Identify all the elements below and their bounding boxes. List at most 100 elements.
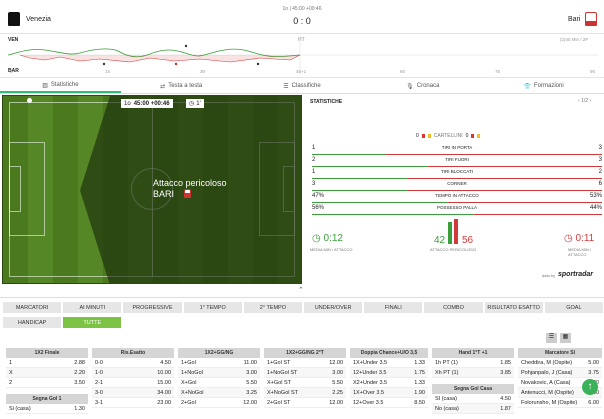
list-view-icon[interactable]: ☰	[546, 333, 557, 343]
odds-row[interactable]: X+NoGol 3.25	[178, 388, 260, 398]
tab-testa-a-testa[interactable]: ⇄ Testa a testa	[121, 79, 242, 93]
odds-row[interactable]: Cheddira, M (Ospite) 5.00	[518, 358, 602, 368]
tab-cronaca[interactable]: 🎙 Cronaca	[362, 79, 483, 93]
market-tab[interactable]: AI MINUTI	[62, 301, 123, 314]
odds-value[interactable]: 3.25	[246, 389, 257, 396]
odds-row[interactable]: Si (casa) 1.30	[6, 404, 88, 414]
odds-row[interactable]: 2 3.50	[6, 378, 88, 388]
market-tab[interactable]: HANDICAP	[2, 316, 63, 329]
scroll-top-button[interactable]: ↑	[582, 379, 598, 395]
odds-value[interactable]: 2.88	[74, 359, 85, 366]
odds-value[interactable]: 3.75	[588, 369, 599, 376]
odds-value[interactable]: 2.20	[74, 369, 85, 376]
away-attack-time-value: 0:11	[575, 233, 595, 244]
odds-row[interactable]: No (casa) 1.87	[432, 404, 514, 414]
odds-value[interactable]: 1.90	[414, 389, 425, 396]
odds-row[interactable]: 3-1 23.00	[92, 398, 174, 408]
odds-value[interactable]: 1.30	[74, 405, 85, 412]
odds-row[interactable]: 1+Gol 11.00	[178, 358, 260, 368]
cards-home: 0	[416, 133, 419, 139]
odds-value[interactable]: 12.00	[329, 359, 343, 366]
odds-row[interactable]: 2+Gol 12.00	[178, 398, 260, 408]
momentum-ht-label: HT	[298, 37, 305, 43]
odds-row[interactable]: X+Gol ST 5.50	[264, 378, 346, 388]
odds-row[interactable]: 1+NoGol 3.00	[178, 368, 260, 378]
odds-row[interactable]: 1-0 10.00	[92, 368, 174, 378]
odds-value[interactable]: 5.00	[588, 359, 599, 366]
momentum-home-abbr: VEN	[8, 37, 19, 43]
odds-row[interactable]: 1+NoGol ST 3.00	[264, 368, 346, 378]
chevron-up-icon[interactable]: ⌃	[298, 287, 304, 294]
odds-row[interactable]: X2+Under 3.5 1.33	[350, 378, 428, 388]
tab-formazioni[interactable]: 👕 Formazioni	[483, 79, 604, 93]
odds-value[interactable]: 6.00	[588, 399, 599, 406]
odds-value[interactable]: 1.33	[414, 379, 425, 386]
odds-row[interactable]: 2-1 15.00	[92, 378, 174, 388]
odds-row[interactable]: SI (casa) 4.50	[432, 394, 514, 404]
odds-value[interactable]: 34.00	[157, 389, 171, 396]
market-tab[interactable]: GOAL	[543, 301, 604, 314]
stats-pager[interactable]: ‹ 1/2 ›	[578, 98, 592, 104]
odds-label: X+Gol	[181, 379, 197, 386]
odds-value[interactable]: 3.50	[74, 379, 85, 386]
odds-value[interactable]: 12.00	[329, 399, 343, 406]
odds-row[interactable]: Pohjanpalo, J (Casa) 3.75	[518, 368, 602, 378]
market-table: 1X2 Finale 1 2.88 X 2.20 2 3.50 Segna Gol 1 Si (…	[6, 348, 88, 414]
market-tab[interactable]: PROGRESSIVE	[122, 301, 183, 314]
odds-value[interactable]: 1.87	[500, 405, 511, 412]
odds-value[interactable]: 12.00	[243, 399, 257, 406]
tab-statistiche[interactable]: ▥ Statistiche	[0, 79, 121, 93]
market-tabs: MARCATORI AI MINUTI PROGRESSIVE 1° TEMPO 2° …	[2, 301, 604, 333]
odds-row[interactable]: 2+Gol ST 12.00	[264, 398, 346, 408]
odds-value[interactable]: 4.50	[500, 395, 511, 402]
odds-row[interactable]: 1X+Under 3.5 1.33	[350, 358, 428, 368]
stat-home-bar	[312, 154, 385, 155]
market-rows: Cheddira, M (Ospite) 5.00 Pohjanpalo, J (C…	[518, 358, 602, 408]
odds-row[interactable]: 3-0 34.00	[92, 388, 174, 398]
odds-row[interactable]: 12+Over 3.5 8.50	[350, 398, 428, 408]
odds-row[interactable]: 12+Under 3.5 1.75	[350, 368, 428, 378]
market-tab[interactable]: FINALI	[363, 301, 424, 314]
odds-value[interactable]: 5.50	[246, 379, 257, 386]
odds-row[interactable]: X+NoGol ST 2.25	[264, 388, 346, 398]
odds-row[interactable]: 1+Gol ST 12.00	[264, 358, 346, 368]
odds-value[interactable]: 10.00	[157, 369, 171, 376]
market-tab[interactable]: RISULTATO ESATTO	[483, 301, 544, 314]
odds-label: X	[9, 369, 13, 376]
market-tab[interactable]: UNDER/OVER	[303, 301, 364, 314]
odds-row[interactable]: 1X+Over 3.5 1.90	[350, 388, 428, 398]
odds-value[interactable]: 1.75	[414, 369, 425, 376]
odds-value[interactable]: 4.50	[160, 359, 171, 366]
odds-value[interactable]: 15.00	[157, 379, 171, 386]
odds-row[interactable]: Xh PT (1) 3.85	[432, 368, 514, 378]
collapse-bar[interactable]: ⌃	[0, 283, 604, 298]
odds-row[interactable]: X 2.20	[6, 368, 88, 378]
cards-away: 0	[465, 133, 469, 139]
stats-title: STATISTICHE	[310, 99, 343, 105]
odds-value[interactable]: 23.00	[157, 399, 171, 406]
odds-row[interactable]: X+Gol 5.50	[178, 378, 260, 388]
odds-row[interactable]: 1h PT (1) 1.85	[432, 358, 514, 368]
odds-row[interactable]: 0-0 4.50	[92, 358, 174, 368]
odds-value[interactable]: 3.85	[500, 369, 511, 376]
odds-value[interactable]: 8.50	[414, 399, 425, 406]
tab-label: Classifiche	[291, 83, 321, 89]
odds-value[interactable]: 2.25	[332, 389, 343, 396]
odds-value[interactable]: 3.00	[332, 369, 343, 376]
odds-value[interactable]: 3.00	[246, 369, 257, 376]
market-tab[interactable]: COMBO	[423, 301, 484, 314]
odds-value[interactable]: 1.85	[500, 359, 511, 366]
tab-classifiche[interactable]: ☰ Classifiche	[242, 79, 363, 93]
odds-row[interactable]: 1 2.88	[6, 358, 88, 368]
market-tab[interactable]: 1° TEMPO	[182, 301, 243, 314]
market-tab[interactable]: 2° TEMPO	[242, 301, 303, 314]
market-tab[interactable]: MARCATORI	[2, 301, 63, 314]
market-tab[interactable]: TUTTE	[62, 316, 123, 329]
odds-value[interactable]: 5.50	[332, 379, 343, 386]
grid-view-icon[interactable]: ▦	[560, 333, 571, 343]
momentum-tick: 0	[10, 69, 13, 74]
odds-label: Si (casa)	[9, 405, 31, 412]
odds-value[interactable]: 1.33	[414, 359, 425, 366]
odds-row[interactable]: Folorunsho, M (Ospite) 6.00	[518, 398, 602, 408]
odds-value[interactable]: 11.00	[243, 359, 257, 366]
